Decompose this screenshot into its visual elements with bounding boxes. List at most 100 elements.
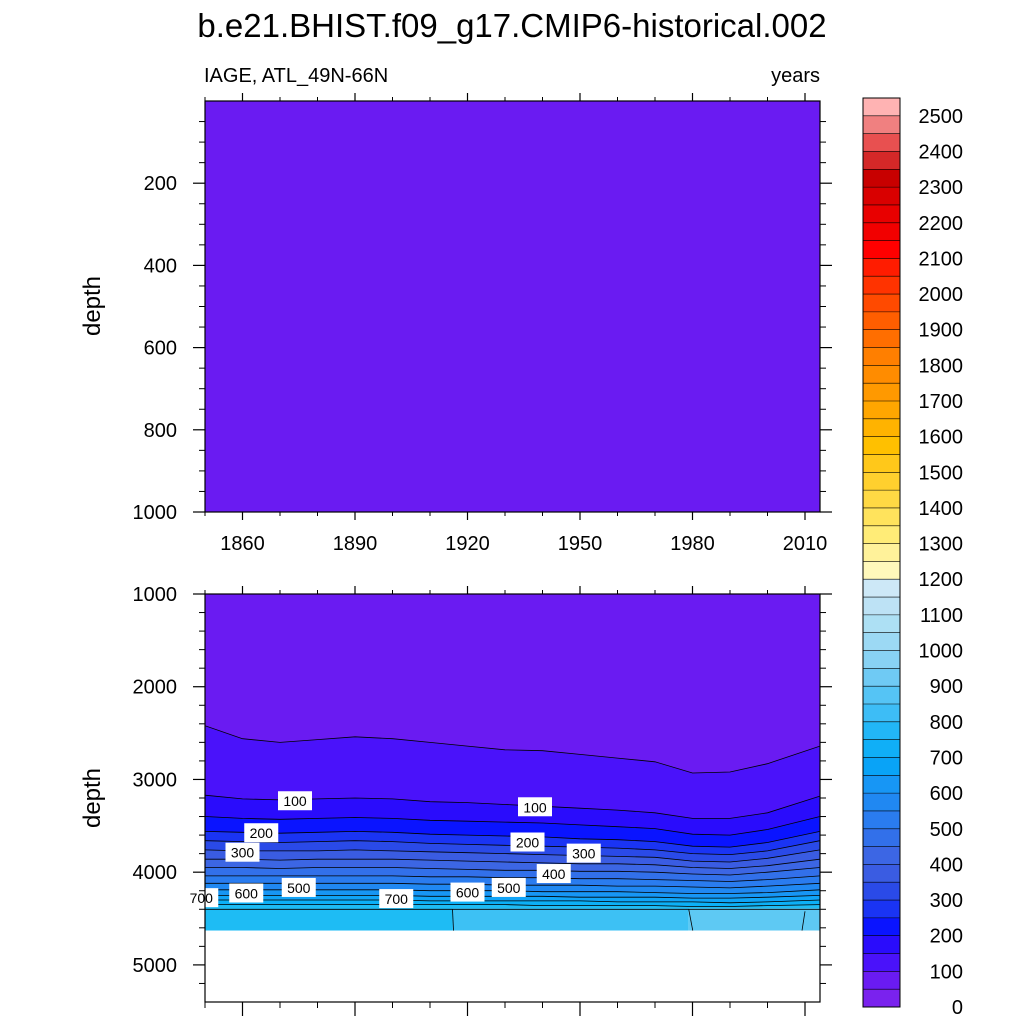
colorbar-swatch — [863, 472, 900, 491]
colorbar-swatch — [863, 240, 900, 259]
contour-label-box — [225, 842, 260, 862]
contour-line — [205, 830, 820, 848]
colorbar-label: 1200 — [919, 569, 964, 591]
units-label: years — [771, 65, 820, 87]
colorbar-label: 600 — [930, 783, 963, 805]
contour-label: 200 — [244, 823, 279, 843]
colorbar-swatch — [863, 418, 900, 437]
colorbar-label: 2000 — [919, 284, 964, 306]
contour-line — [205, 899, 820, 904]
contour-label-text: 600 — [235, 886, 259, 902]
contour-line — [205, 849, 820, 863]
colorbar-label: 1600 — [919, 427, 964, 449]
colorbar-swatch — [863, 900, 900, 919]
lower-y-tick-label: 3000 — [133, 769, 178, 791]
contour-line — [205, 904, 820, 907]
contour-label: 500 — [491, 877, 526, 897]
colorbar-swatch — [863, 614, 900, 634]
contour-label-text: 200 — [516, 835, 540, 851]
upper-y-tick-label: 600 — [144, 338, 177, 360]
colorbar-label: 700 — [930, 747, 963, 769]
contour-line — [205, 725, 820, 774]
colorbar-swatch — [863, 98, 900, 117]
colorbar-swatch — [863, 365, 900, 384]
upper-depth-panel: 1860 1890 1920 1950 1980 2010 200 400 600 800 1000 — [133, 93, 832, 555]
deep-region-border — [801, 911, 806, 931]
colorbar-swatch — [863, 276, 900, 295]
upper-y-axis-label: depth — [79, 276, 106, 336]
colorbar-swatch — [863, 971, 900, 990]
colorbar-label: 1300 — [919, 534, 964, 556]
colorbar-swatch — [863, 632, 900, 651]
contour-label-box — [244, 823, 279, 843]
colorbar-swatch — [863, 133, 900, 152]
contour-label-text: 200 — [250, 825, 274, 841]
contour-label: 600 — [229, 883, 264, 903]
colorbar-swatch — [863, 204, 900, 224]
colorbar-swatch — [863, 650, 900, 669]
colorbar-swatch — [863, 810, 900, 830]
contour-label-box — [281, 877, 316, 897]
colorbar-label: 2200 — [919, 213, 964, 235]
colorbar-label: 1900 — [919, 320, 964, 342]
colorbar-swatch — [863, 507, 900, 527]
contour-label: 600 — [450, 882, 485, 902]
colorbar-label: 1000 — [919, 641, 964, 663]
x-tick-label: 1950 — [558, 533, 603, 555]
figure-title: b.e21.BHIST.f09_g17.CMIP6-historical.002 — [197, 7, 826, 44]
colorbar-swatch — [863, 704, 900, 723]
colorbar-swatch — [863, 579, 900, 598]
colorbar-label: 2500 — [919, 106, 964, 128]
contour-label-text: 700 — [385, 891, 409, 907]
colorbar-swatch — [863, 882, 900, 901]
upper-frame — [204, 100, 821, 513]
colorbar-label: 1800 — [919, 355, 964, 377]
deep-region — [688, 908, 820, 931]
contour-label-box — [184, 888, 219, 908]
colorbar-label: 900 — [930, 676, 963, 698]
contour-line — [205, 816, 820, 836]
contour-label-text: 100 — [283, 793, 307, 809]
colorbar-swatch — [863, 935, 900, 954]
contour-label-text: 700 — [190, 890, 214, 906]
contour-band — [205, 849, 820, 869]
colorbar-swatch — [863, 169, 900, 188]
colorbar-swatch — [863, 401, 900, 420]
deep-region-border — [452, 909, 454, 931]
below-bottom-mask — [205, 930, 820, 1002]
contour-label: 300 — [225, 842, 260, 862]
lower-contour-labels: 100 100 200 200 300 300 400 500 500 600 600 700 700 — [184, 791, 601, 909]
contour-band — [205, 859, 820, 875]
x-tick-label: 1860 — [220, 533, 265, 555]
upper-y-tick-label: 1000 — [133, 502, 178, 524]
colorbar-label: 400 — [930, 854, 963, 876]
colorbar-label: 1100 — [920, 605, 963, 627]
colorbar-swatch — [863, 668, 900, 687]
lower-ticks: 1000 2000 3000 4000 5000 — [133, 584, 832, 1016]
upper-field-fill — [205, 101, 820, 512]
colorbar-swatch — [863, 329, 900, 348]
contour-label-box — [491, 877, 526, 897]
x-tick-label: 1920 — [445, 533, 490, 555]
deep-region — [205, 908, 453, 931]
colorbar-label: 300 — [930, 890, 963, 912]
upper-y-tick-label: 200 — [144, 173, 177, 195]
colorbar-swatch — [863, 597, 900, 616]
colorbar-swatch — [863, 793, 900, 812]
contour-label-box — [536, 864, 571, 884]
variable-region-label: IAGE, ATL_49N-66N — [204, 65, 388, 87]
contour-line — [205, 840, 820, 856]
colorbar-swatch — [863, 917, 900, 937]
contour-label: 700 — [379, 889, 414, 909]
lower-y-tick-label: 1000 — [133, 584, 178, 606]
contour-label: 100 — [278, 791, 312, 811]
colorbar-swatch — [863, 989, 900, 1008]
contour-label-text: 500 — [497, 880, 521, 896]
x-tick-label: 2010 — [783, 533, 828, 555]
contour-line — [205, 875, 820, 882]
colorbar-label: 100 — [930, 961, 963, 983]
contour-band — [205, 904, 820, 910]
lower-y-axis-label: depth — [79, 768, 106, 828]
